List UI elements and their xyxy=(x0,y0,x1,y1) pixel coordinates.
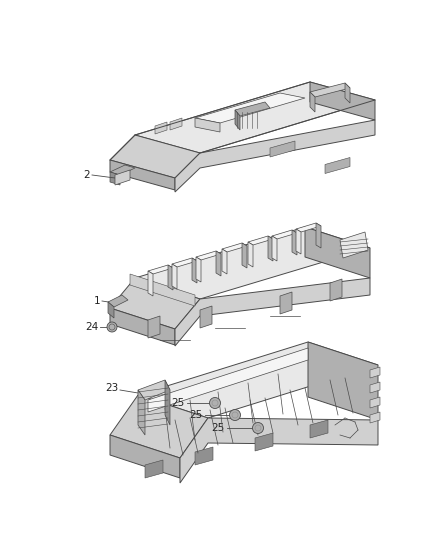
Polygon shape xyxy=(296,229,301,254)
Text: 25: 25 xyxy=(172,398,185,408)
Polygon shape xyxy=(255,433,273,451)
Polygon shape xyxy=(135,82,375,153)
Polygon shape xyxy=(110,435,180,478)
Polygon shape xyxy=(148,316,160,338)
Polygon shape xyxy=(296,223,321,232)
Polygon shape xyxy=(175,278,370,346)
Polygon shape xyxy=(345,83,350,103)
Text: 1: 1 xyxy=(93,296,100,306)
Polygon shape xyxy=(222,243,247,252)
Polygon shape xyxy=(325,157,350,174)
Polygon shape xyxy=(110,395,208,458)
Polygon shape xyxy=(108,295,128,307)
Polygon shape xyxy=(110,308,175,345)
Polygon shape xyxy=(316,223,321,248)
Text: 25: 25 xyxy=(190,410,203,420)
Polygon shape xyxy=(292,230,297,255)
Polygon shape xyxy=(148,271,153,296)
Polygon shape xyxy=(110,172,120,185)
Polygon shape xyxy=(268,236,273,261)
Polygon shape xyxy=(330,279,342,301)
Polygon shape xyxy=(235,102,270,116)
Polygon shape xyxy=(130,274,195,306)
Polygon shape xyxy=(195,447,213,465)
Polygon shape xyxy=(138,390,145,435)
Polygon shape xyxy=(196,251,221,260)
Polygon shape xyxy=(235,110,240,130)
Polygon shape xyxy=(200,306,212,328)
Polygon shape xyxy=(145,460,163,478)
Polygon shape xyxy=(148,348,308,412)
Circle shape xyxy=(107,322,117,332)
Polygon shape xyxy=(148,265,173,274)
Polygon shape xyxy=(216,251,221,276)
Polygon shape xyxy=(110,165,135,175)
Text: 25: 25 xyxy=(212,423,225,433)
Polygon shape xyxy=(138,380,170,400)
Text: 2: 2 xyxy=(83,170,90,180)
Polygon shape xyxy=(310,83,350,97)
Polygon shape xyxy=(138,342,378,418)
Circle shape xyxy=(209,398,220,408)
Polygon shape xyxy=(172,258,197,267)
Polygon shape xyxy=(272,230,297,239)
Polygon shape xyxy=(248,236,273,245)
Polygon shape xyxy=(310,92,315,112)
Circle shape xyxy=(230,409,240,421)
Polygon shape xyxy=(272,236,277,261)
Polygon shape xyxy=(370,412,380,423)
Polygon shape xyxy=(280,292,292,314)
Polygon shape xyxy=(195,93,305,123)
Polygon shape xyxy=(270,141,295,157)
Polygon shape xyxy=(110,160,175,190)
Polygon shape xyxy=(155,122,167,134)
Polygon shape xyxy=(242,243,247,268)
Polygon shape xyxy=(192,258,197,283)
Polygon shape xyxy=(170,118,182,130)
Polygon shape xyxy=(305,227,370,278)
Polygon shape xyxy=(108,302,114,318)
Polygon shape xyxy=(308,342,378,420)
Polygon shape xyxy=(195,118,220,132)
Polygon shape xyxy=(248,242,253,267)
Polygon shape xyxy=(175,120,375,192)
Polygon shape xyxy=(370,367,380,378)
Polygon shape xyxy=(135,227,370,299)
Polygon shape xyxy=(115,170,130,185)
Polygon shape xyxy=(172,264,177,289)
Polygon shape xyxy=(196,257,201,282)
Text: 24: 24 xyxy=(85,322,98,332)
Polygon shape xyxy=(340,232,368,258)
Polygon shape xyxy=(165,380,170,425)
Polygon shape xyxy=(180,418,378,483)
Polygon shape xyxy=(110,278,200,329)
Polygon shape xyxy=(370,382,380,393)
Polygon shape xyxy=(310,82,375,120)
Polygon shape xyxy=(370,397,380,408)
Polygon shape xyxy=(310,420,328,438)
Text: 23: 23 xyxy=(105,383,118,393)
Polygon shape xyxy=(168,265,173,290)
Circle shape xyxy=(252,423,264,433)
Polygon shape xyxy=(110,135,200,178)
Polygon shape xyxy=(222,249,227,274)
